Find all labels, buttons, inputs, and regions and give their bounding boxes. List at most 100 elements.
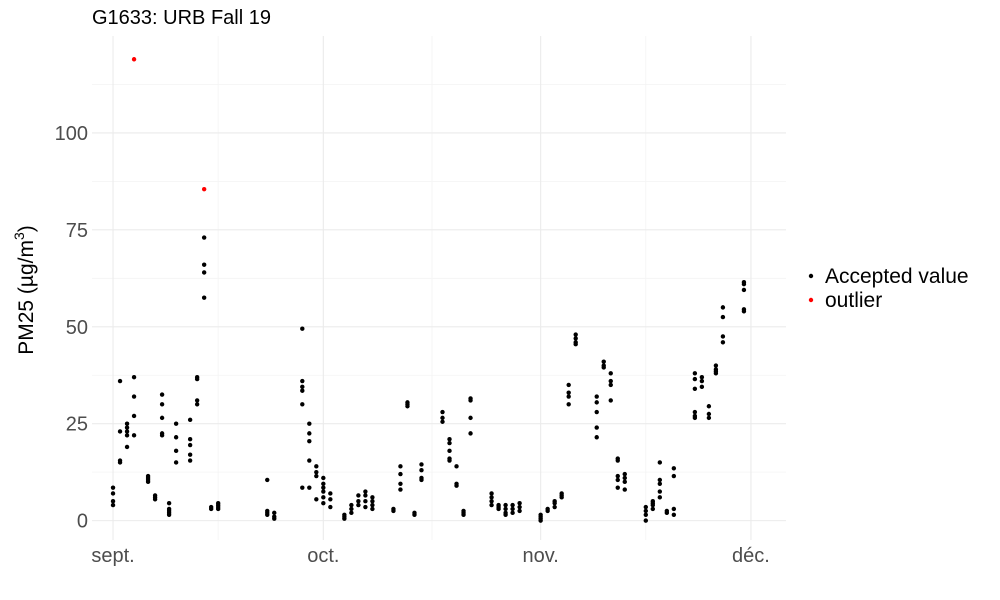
data-point [510, 506, 515, 512]
data-point [699, 384, 705, 390]
data-point [573, 342, 578, 347]
data-point [131, 374, 137, 380]
data-point [650, 502, 656, 508]
data-point [692, 376, 698, 382]
data-point [398, 481, 403, 486]
data-point [405, 404, 410, 409]
data-point [622, 471, 627, 477]
data-point [187, 458, 193, 463]
data-point [342, 516, 347, 521]
data-point [538, 518, 543, 523]
data-point [328, 491, 333, 496]
data-point [159, 392, 165, 397]
y-axis-label: PM25 (µg/m3) [11, 225, 38, 355]
data-point [489, 502, 494, 508]
data-point [412, 512, 417, 517]
data-point [328, 504, 333, 510]
data-point [594, 394, 599, 399]
data-point [307, 458, 312, 463]
data-point [650, 506, 656, 512]
data-point [349, 510, 354, 516]
data-point [201, 186, 207, 192]
data-point [615, 458, 620, 463]
data-point [342, 512, 347, 517]
data-point [671, 466, 677, 471]
data-point [699, 374, 705, 380]
data-point [391, 508, 396, 514]
data-point [692, 371, 698, 376]
data-point [608, 378, 613, 384]
data-point [699, 378, 705, 384]
data-point [321, 489, 326, 494]
data-point [272, 516, 277, 521]
data-point [194, 376, 200, 382]
data-point [124, 425, 130, 430]
data-point [131, 57, 137, 62]
y-axis-tick-labels: 0 25 50 75 100 [55, 123, 88, 533]
data-point [173, 421, 179, 426]
data-point [510, 502, 515, 508]
data-point [622, 475, 627, 481]
data-point [314, 473, 319, 479]
data-point [265, 477, 270, 483]
data-point [468, 398, 473, 403]
data-point [328, 497, 333, 502]
data-point [363, 499, 368, 504]
legend-marker [808, 297, 814, 303]
data-point [124, 421, 130, 426]
data-point [622, 479, 627, 485]
data-point [468, 415, 473, 421]
data-point [194, 402, 200, 407]
data-point [398, 464, 403, 469]
legend-marker [808, 273, 814, 279]
data-point [307, 431, 312, 436]
data-point [440, 419, 445, 424]
data-point [370, 499, 375, 504]
data-point [187, 437, 193, 442]
data-point [363, 489, 368, 494]
data-point [110, 499, 116, 504]
data-point [510, 510, 515, 516]
data-point [657, 489, 663, 494]
data-point [489, 491, 494, 496]
data-point [503, 506, 508, 512]
data-point [692, 386, 698, 391]
data-point [110, 502, 116, 508]
data-point [741, 287, 747, 293]
data-point [706, 411, 712, 417]
data-point [552, 500, 557, 506]
data-point [664, 510, 670, 516]
data-point [370, 506, 375, 512]
data-point [419, 477, 424, 483]
data-point [643, 512, 648, 517]
data-point [159, 433, 165, 438]
data-point [300, 485, 305, 490]
data-point [321, 500, 326, 506]
data-point [671, 506, 677, 512]
data-point [314, 464, 319, 469]
data-point [594, 400, 599, 405]
data-point [440, 409, 445, 415]
data-point [117, 378, 123, 384]
data-point [321, 475, 326, 481]
data-point [720, 340, 726, 345]
data-point [594, 435, 599, 440]
x-axis-tick-labels: sept. oct. nov. déc. [91, 545, 770, 567]
data-point [720, 305, 726, 310]
y-axis-label-exponent: 3 [11, 232, 27, 240]
data-point [657, 495, 663, 500]
data-point [370, 495, 375, 500]
data-point [503, 502, 508, 508]
data-point [173, 448, 179, 454]
y-tick-label: 0 [77, 511, 88, 533]
y-tick-label: 100 [55, 123, 88, 145]
data-point [615, 485, 620, 490]
data-point [601, 365, 606, 370]
data-point [300, 326, 305, 331]
data-point [321, 481, 326, 486]
data-point [131, 413, 137, 419]
data-point [566, 402, 571, 407]
data-point [594, 409, 599, 415]
